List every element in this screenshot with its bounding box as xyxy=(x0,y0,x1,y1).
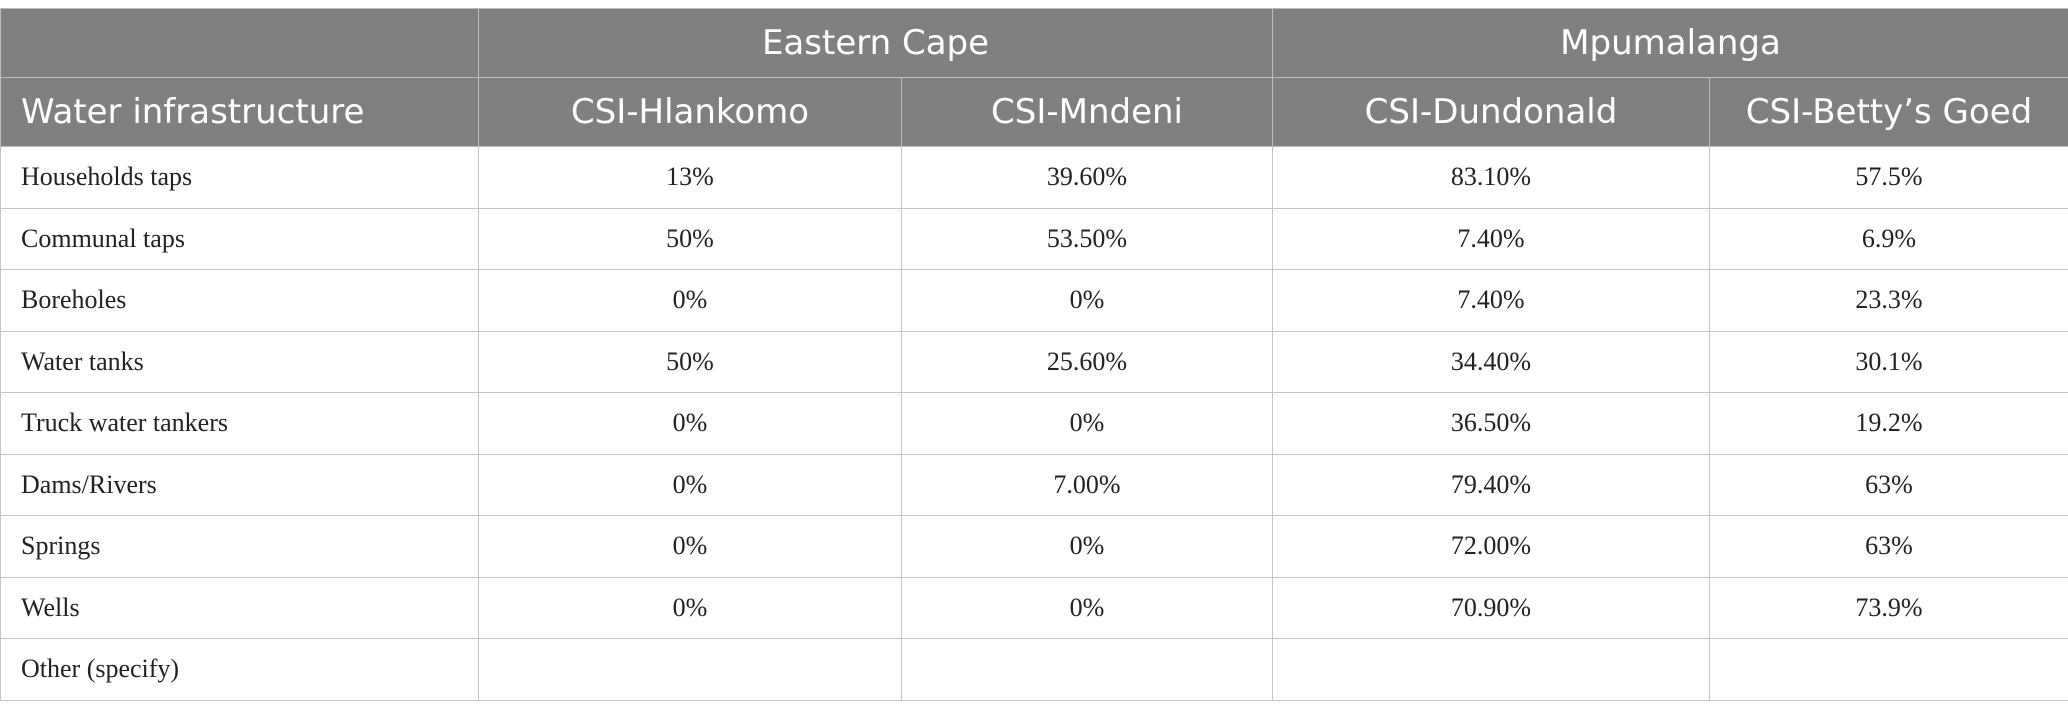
row-label: Boreholes xyxy=(0,269,479,332)
column-header-site: CSI-Hlankomo xyxy=(478,77,902,147)
table-row: Communal taps 50% 53.50% 7.40% 6.9% xyxy=(0,207,2068,270)
table-cell: 0% xyxy=(478,392,902,455)
table-cell: 63% xyxy=(1708,453,2068,516)
row-label: Communal taps xyxy=(0,207,479,270)
table-cell: 7.00% xyxy=(901,453,1273,516)
table-cell: 0% xyxy=(901,392,1273,455)
row-label: Water tanks xyxy=(0,330,479,393)
table-cell: 7.40% xyxy=(1272,207,1710,270)
column-header-water-infrastructure: Water infrastructure xyxy=(0,77,479,147)
region-header-eastern-cape: Eastern Cape xyxy=(478,8,1273,78)
table-cell: 39.60% xyxy=(901,146,1273,209)
column-header-site: CSI-Mndeni xyxy=(901,77,1273,147)
table-cell: 34.40% xyxy=(1272,330,1710,393)
row-label: Wells xyxy=(0,576,479,639)
table-cell: 0% xyxy=(901,515,1273,578)
table-cell: 50% xyxy=(478,330,902,393)
water-infrastructure-table: Eastern Cape Mpumalanga Water infrastruc… xyxy=(0,8,2068,701)
table-row: Water tanks 50% 25.60% 34.40% 30.1% xyxy=(0,330,2068,393)
region-header-mpumalanga: Mpumalanga xyxy=(1271,8,2068,78)
region-header-row: Eastern Cape Mpumalanga xyxy=(0,8,2068,78)
table-cell: 50% xyxy=(478,207,902,270)
table-row: Households taps 13% 39.60% 83.10% 57.5% xyxy=(0,146,2068,209)
table-cell: 25.60% xyxy=(901,330,1273,393)
table-cell: 0% xyxy=(478,269,902,332)
column-header-site: CSI-Betty’s Goed xyxy=(1708,77,2068,147)
table-cell: 63% xyxy=(1708,515,2068,578)
header-empty-cell xyxy=(0,8,479,78)
table-row: Wells 0% 0% 70.90% 73.9% xyxy=(0,576,2068,639)
table-cell: 7.40% xyxy=(1272,269,1710,332)
table-cell: 19.2% xyxy=(1708,392,2068,455)
table-cell: 0% xyxy=(478,515,902,578)
table-cell: 0% xyxy=(901,269,1273,332)
row-label: Dams/Rivers xyxy=(0,453,479,516)
row-label: Other (specify) xyxy=(0,638,479,701)
table-cell: 72.00% xyxy=(1272,515,1710,578)
table-cell: 0% xyxy=(478,453,902,516)
table-cell: 83.10% xyxy=(1272,146,1710,209)
table-cell xyxy=(1708,638,2068,701)
table-cell: 30.1% xyxy=(1708,330,2068,393)
column-header-site: CSI-Dundonald xyxy=(1272,77,1710,147)
table-cell: 73.9% xyxy=(1708,576,2068,639)
table-cell: 0% xyxy=(901,576,1273,639)
table-cell: 23.3% xyxy=(1708,269,2068,332)
table-row: Boreholes 0% 0% 7.40% 23.3% xyxy=(0,269,2068,332)
row-label: Households taps xyxy=(0,146,479,209)
table-cell: 36.50% xyxy=(1272,392,1710,455)
table-cell xyxy=(901,638,1273,701)
table-cell: 6.9% xyxy=(1708,207,2068,270)
table-row: Dams/Rivers 0% 7.00% 79.40% 63% xyxy=(0,453,2068,516)
row-label: Springs xyxy=(0,515,479,578)
table-cell: 70.90% xyxy=(1272,576,1710,639)
table-row: Springs 0% 0% 72.00% 63% xyxy=(0,515,2068,578)
table-cell: 57.5% xyxy=(1708,146,2068,209)
table-body: Households taps 13% 39.60% 83.10% 57.5% Commu… xyxy=(0,146,2068,701)
table-row: Truck water tankers 0% 0% 36.50% 19.2% xyxy=(0,392,2068,455)
site-header-row: Water infrastructure CSI-Hlankomo CSI-Mn… xyxy=(0,77,2068,147)
row-label: Truck water tankers xyxy=(0,392,479,455)
table-cell: 0% xyxy=(478,576,902,639)
table-cell xyxy=(478,638,902,701)
table-cell: 53.50% xyxy=(901,207,1273,270)
table-cell: 13% xyxy=(478,146,902,209)
table-row: Other (specify) xyxy=(0,638,2068,701)
table-cell: 79.40% xyxy=(1272,453,1710,516)
table-cell xyxy=(1272,638,1710,701)
